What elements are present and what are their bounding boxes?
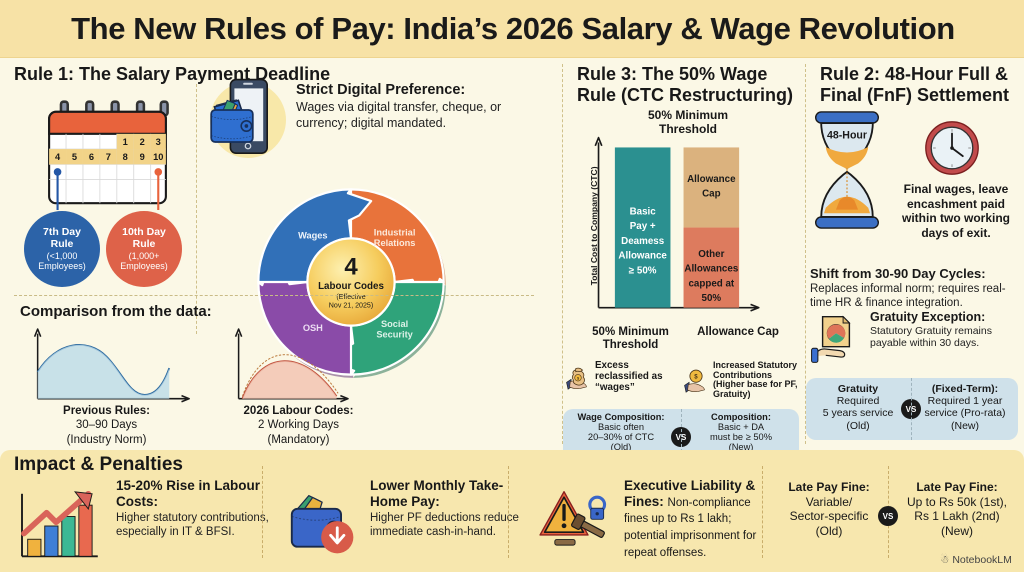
- svg-text:7: 7: [106, 152, 111, 162]
- svg-text:3: 3: [156, 137, 161, 147]
- svg-text:Relations: Relations: [374, 238, 416, 248]
- svg-text:capped at: capped at: [688, 278, 734, 289]
- svg-text:4: 4: [55, 152, 61, 162]
- svg-text:5: 5: [72, 152, 77, 162]
- svg-text:Wages: Wages: [298, 230, 327, 240]
- svg-text:48-Hour: 48-Hour: [827, 130, 867, 142]
- svg-text:Industrial: Industrial: [374, 228, 416, 238]
- svg-text:Nov 21, 2025): Nov 21, 2025): [329, 302, 373, 310]
- svg-text:Total Cost to Company (CTC): Total Cost to Company (CTC): [589, 166, 599, 285]
- svg-text:50%: 50%: [702, 293, 722, 304]
- svg-text:8: 8: [123, 152, 128, 162]
- svg-text:Deamess: Deamess: [621, 236, 665, 247]
- svg-text:Cap: Cap: [702, 188, 721, 199]
- svg-text:Other: Other: [698, 249, 724, 260]
- svg-text:Basic: Basic: [630, 206, 657, 217]
- svg-text:Allowances: Allowances: [684, 264, 738, 275]
- svg-text:Security: Security: [376, 330, 413, 340]
- svg-text:Pay +: Pay +: [630, 221, 656, 232]
- svg-text:2: 2: [140, 137, 145, 147]
- svg-text:Allowance: Allowance: [618, 251, 667, 262]
- svg-text:4: 4: [344, 253, 358, 280]
- svg-text:9: 9: [140, 152, 145, 162]
- svg-text:10: 10: [153, 152, 163, 162]
- svg-text:1: 1: [123, 137, 128, 147]
- svg-text:Labour Codes: Labour Codes: [318, 281, 384, 292]
- svg-text:$: $: [694, 373, 698, 380]
- svg-text:6: 6: [89, 152, 94, 162]
- svg-text:Social: Social: [381, 319, 408, 329]
- svg-text:Allowance: Allowance: [687, 174, 736, 185]
- svg-text:≥ 50%: ≥ 50%: [629, 265, 657, 276]
